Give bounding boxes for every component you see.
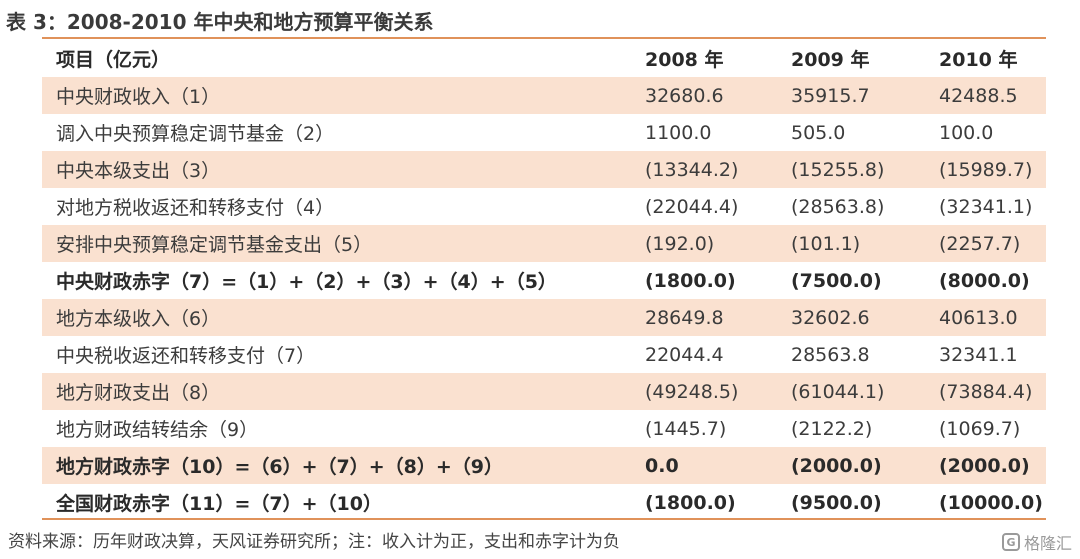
row-item: 中央财政收入（1） xyxy=(56,86,221,108)
watermark-logo-icon: G xyxy=(1001,533,1020,551)
row-item: 中央税收返还和转移支付（7） xyxy=(56,345,316,367)
row-2008: (1800.0) xyxy=(645,491,736,514)
table-header-row: 项目（亿元） 2008 年 2009 年 2010 年 xyxy=(42,39,1046,77)
row-2010: (10000.0) xyxy=(939,491,1043,514)
row-2009: (7500.0) xyxy=(791,269,882,292)
header-2010: 2010 年 xyxy=(939,48,1018,71)
row-2009: (15255.8) xyxy=(791,158,885,181)
row-item: 中央财政赤字（7）=（1）+（2）+（3）+（4）+（5） xyxy=(56,271,557,293)
row-2009: 28563.8 xyxy=(791,343,870,366)
header-2009: 2009 年 xyxy=(791,48,870,71)
table-row: 中央税收返还和转移支付（7） 22044.4 28563.8 32341.1 xyxy=(42,336,1046,373)
table-caption: 表 3：2008-2010 年中央和地方预算平衡关系 xyxy=(6,10,434,34)
row-2009: (101.1) xyxy=(791,232,861,255)
row-2008: 0.0 xyxy=(645,454,679,477)
table-row-total: 全国财政赤字（11）=（7）+（10） (1800.0) (9500.0) (1… xyxy=(42,484,1046,521)
row-2008: (1800.0) xyxy=(645,269,736,292)
row-2010: (2257.7) xyxy=(939,232,1021,255)
table-row: 中央财政收入（1） 32680.6 35915.7 42488.5 xyxy=(42,77,1046,114)
row-item: 对地方税收返还和转移支付（4） xyxy=(56,197,335,219)
row-item: 中央本级支出（3） xyxy=(56,160,221,182)
table-row-subtotal: 中央财政赤字（7）=（1）+（2）+（3）+（4）+（5） (1800.0) (… xyxy=(42,262,1046,299)
row-2008: 22044.4 xyxy=(645,343,724,366)
row-2008: (1445.7) xyxy=(645,417,727,440)
row-item: 地方财政结转结余（9） xyxy=(56,419,259,441)
row-2010: (32341.1) xyxy=(939,195,1033,218)
table-row-subtotal: 地方财政赤字（10）=（6）+（7）+（8）+（9） 0.0 (2000.0) … xyxy=(42,447,1046,484)
row-2008: (49248.5) xyxy=(645,380,739,403)
row-2010: (1069.7) xyxy=(939,417,1021,440)
row-2009: 35915.7 xyxy=(791,84,870,107)
table-top-rule xyxy=(42,37,1046,39)
row-2009: (9500.0) xyxy=(791,491,882,514)
budget-balance-table: 项目（亿元） 2008 年 2009 年 2010 年 中央财政收入（1） 32… xyxy=(42,39,1046,521)
row-2009: 32602.6 xyxy=(791,306,870,329)
table-row: 地方本级收入（6） 28649.8 32602.6 40613.0 xyxy=(42,299,1046,336)
row-item: 调入中央预算稳定调节基金（2） xyxy=(56,123,335,145)
table-row: 安排中央预算稳定调节基金支出（5） (192.0) (101.1) (2257.… xyxy=(42,225,1046,262)
row-2008: 28649.8 xyxy=(645,306,724,329)
row-item: 全国财政赤字（11）=（7）+（10） xyxy=(56,493,382,515)
row-2009: (28563.8) xyxy=(791,195,885,218)
watermark-text: 格隆汇 xyxy=(1023,534,1072,553)
table-row: 调入中央预算稳定调节基金（2） 1100.0 505.0 100.0 xyxy=(42,114,1046,151)
header-2008: 2008 年 xyxy=(645,48,724,71)
row-2008: 1100.0 xyxy=(645,121,712,144)
row-2010: 42488.5 xyxy=(939,84,1018,107)
row-2010: 100.0 xyxy=(939,121,994,144)
row-2009: (2122.2) xyxy=(791,417,873,440)
row-2009: (61044.1) xyxy=(791,380,885,403)
table-row: 对地方税收返还和转移支付（4） (22044.4) (28563.8) (323… xyxy=(42,188,1046,225)
row-item: 地方财政支出（8） xyxy=(56,382,221,404)
row-2010: 40613.0 xyxy=(939,306,1018,329)
row-item: 地方本级收入（6） xyxy=(56,308,221,330)
row-2008: (192.0) xyxy=(645,232,715,255)
row-item: 安排中央预算稳定调节基金支出（5） xyxy=(56,234,373,256)
table-bottom-rule xyxy=(42,518,1046,520)
row-2008: (13344.2) xyxy=(645,158,739,181)
row-2008: (22044.4) xyxy=(645,195,739,218)
table-row: 地方财政支出（8） (49248.5) (61044.1) (73884.4) xyxy=(42,373,1046,410)
row-2010: (73884.4) xyxy=(939,380,1033,403)
source-note: 资料来源：历年财政决算，天风证券研究所；注：收入计为正，支出和赤字计为负 xyxy=(8,532,620,552)
watermark: G 格隆汇 xyxy=(1001,530,1072,554)
row-2008: 32680.6 xyxy=(645,84,724,107)
row-item: 地方财政赤字（10）=（6）+（7）+（8）+（9） xyxy=(56,456,504,478)
row-2010: (2000.0) xyxy=(939,454,1030,477)
row-2009: 505.0 xyxy=(791,121,846,144)
row-2010: (15989.7) xyxy=(939,158,1033,181)
row-2010: 32341.1 xyxy=(939,343,1018,366)
table-row: 中央本级支出（3） (13344.2) (15255.8) (15989.7) xyxy=(42,151,1046,188)
row-2009: (2000.0) xyxy=(791,454,882,477)
header-item: 项目（亿元） xyxy=(56,48,171,71)
table-row: 地方财政结转结余（9） (1445.7) (2122.2) (1069.7) xyxy=(42,410,1046,447)
row-2010: (8000.0) xyxy=(939,269,1030,292)
